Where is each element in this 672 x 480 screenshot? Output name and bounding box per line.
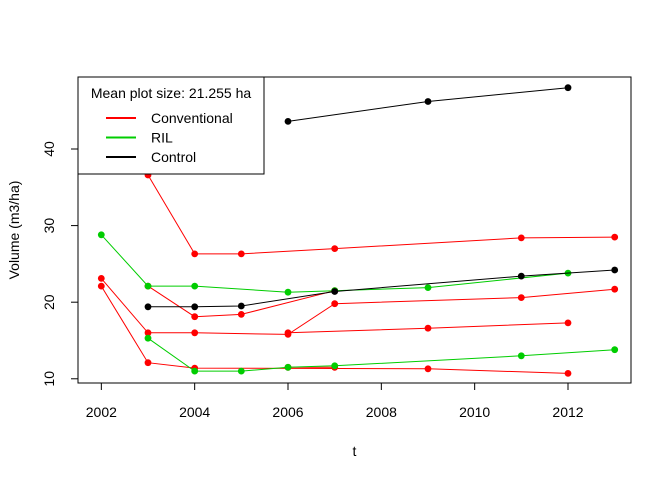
y-tick-label: 40: [41, 141, 57, 157]
x-tick-label: 2010: [459, 404, 490, 420]
data-point: [144, 282, 152, 290]
data-point: [517, 272, 525, 280]
series-line: [100, 285, 569, 374]
data-point: [517, 352, 525, 360]
y-tick-label: 10: [41, 371, 57, 387]
data-point: [331, 300, 339, 308]
series-line: [147, 174, 615, 255]
data-point: [424, 365, 432, 373]
series-line: [147, 285, 335, 318]
data-point: [237, 250, 245, 258]
data-point: [331, 288, 339, 295]
data-point: [564, 84, 572, 92]
data-point: [611, 233, 619, 241]
series-line: [148, 269, 615, 308]
data-point: [237, 367, 245, 375]
data-point: [191, 313, 199, 321]
x-tick-label: 2004: [179, 404, 210, 420]
data-point: [564, 370, 572, 377]
data-point: [284, 118, 292, 125]
legend-entries: Conventional RIL Control: [106, 110, 233, 165]
series-conventional-3: [144, 171, 619, 258]
data-point: [424, 324, 432, 332]
data-point: [191, 250, 199, 258]
y-axis-label: Volume (m3/ha): [6, 181, 22, 280]
series-conventional-2: [144, 282, 339, 321]
x-tick-label: 2002: [86, 404, 117, 420]
data-point: [284, 363, 292, 371]
x-axis: 2002 2004 2006 2008 2010 2012: [86, 382, 584, 420]
legend-entry-ril: RIL: [106, 130, 173, 146]
series-conventional-4: [284, 319, 572, 337]
series-ril-7: [144, 334, 619, 375]
data-point: [611, 346, 619, 354]
data-point: [97, 282, 105, 290]
data-point: [144, 329, 152, 337]
data-point: [611, 266, 619, 274]
data-point: [144, 334, 152, 342]
data-point: [331, 362, 339, 370]
data-point: [424, 98, 432, 105]
data-point: [424, 284, 432, 291]
data-point: [284, 288, 292, 296]
data-point: [564, 319, 572, 327]
x-tick-label: 2006: [272, 404, 303, 420]
series-control-8: [144, 266, 619, 311]
y-tick-label: 20: [41, 294, 57, 310]
series-ril-6: [97, 231, 572, 296]
data-point: [284, 329, 292, 337]
legend-label: Conventional: [151, 110, 233, 126]
data-point: [237, 311, 245, 318]
x-axis-label: t: [353, 443, 357, 459]
y-axis: 10 20 30 40: [41, 141, 79, 387]
legend-entry-conventional: Conventional: [106, 110, 233, 126]
legend-title: Mean plot size: 21.255 ha: [91, 85, 252, 101]
series-layer: [97, 84, 619, 377]
data-point: [97, 231, 105, 239]
data-point: [97, 275, 105, 282]
data-point: [191, 303, 199, 311]
data-point: [237, 302, 245, 310]
legend-entry-control: Control: [106, 149, 196, 165]
data-point: [611, 285, 619, 293]
x-tick-label: 2008: [366, 404, 397, 420]
data-point: [144, 303, 152, 311]
plot-frame: [77, 76, 632, 384]
data-point: [331, 245, 339, 253]
data-point: [144, 359, 152, 367]
y-tick-label: 30: [41, 218, 57, 234]
x-tick-label: 2012: [552, 404, 583, 420]
data-point: [191, 282, 199, 290]
legend-label: Control: [151, 149, 196, 165]
series-line: [100, 234, 569, 293]
data-point: [517, 234, 525, 242]
series-line: [147, 337, 615, 372]
data-point: [517, 294, 525, 301]
legend: Mean plot size: 21.255 ha Conventional RI…: [77, 76, 265, 175]
data-point: [191, 367, 199, 375]
series-control-9: [284, 84, 572, 125]
data-point: [191, 329, 199, 337]
legend-label: RIL: [151, 130, 173, 146]
